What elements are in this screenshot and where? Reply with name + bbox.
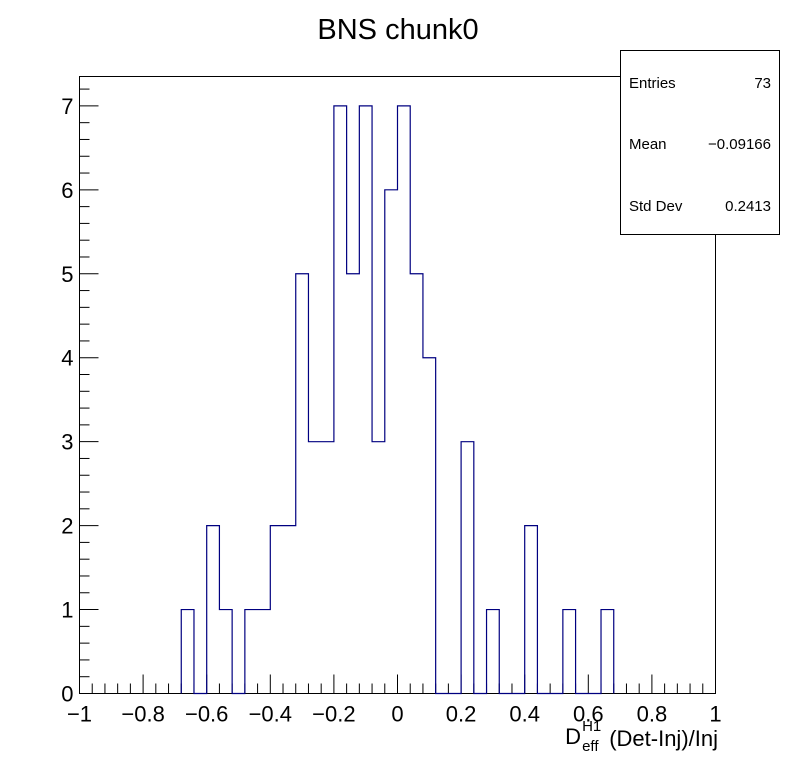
stats-entries-row: Entries 73 <box>629 75 771 95</box>
x-tick-label: 0.4 <box>509 702 540 727</box>
x-axis-label-base: D <box>565 724 581 749</box>
x-tick-label: 0.6 <box>573 702 604 727</box>
x-axis-label-text: (Det-Inj)/Inj <box>603 726 718 751</box>
x-tick-label: −0.8 <box>121 702 164 727</box>
stats-entries-value: 73 <box>754 75 771 92</box>
x-tick-label: −0.2 <box>312 702 355 727</box>
stats-box: Entries 73 Mean −0.09166 Std Dev 0.2413 <box>620 50 780 235</box>
stats-stddev-row: Std Dev 0.2413 <box>629 198 771 218</box>
stats-stddev-value: 0.2413 <box>725 198 771 215</box>
histogram-series <box>180 105 615 695</box>
x-tick-label: 1 <box>709 702 721 727</box>
y-tick-label: 3 <box>61 430 73 455</box>
stats-entries-label: Entries <box>629 75 676 92</box>
stats-mean-row: Mean −0.09166 <box>629 136 771 156</box>
y-tick-label: 4 <box>61 346 73 371</box>
y-tick-label: 7 <box>61 94 73 119</box>
stats-mean-label: Mean <box>629 136 667 153</box>
chart-title: BNS chunk0 <box>317 14 479 46</box>
x-tick-label: 0.8 <box>637 702 668 727</box>
y-tick-label: 0 <box>61 682 73 707</box>
x-tick-label: −0.6 <box>185 702 228 727</box>
stats-stddev-label: Std Dev <box>629 198 683 215</box>
x-tick-label: −0.4 <box>249 702 292 727</box>
x-axis-ticks <box>79 674 716 694</box>
x-axis-label: D H1 eff (Det-Inj)/Inj <box>565 718 718 755</box>
y-axis-ticks <box>79 88 99 694</box>
y-axis-tick-labels: 0 1 2 3 4 5 6 7 <box>61 94 73 707</box>
x-tick-label: −1 <box>67 702 92 727</box>
x-tick-label: 0 <box>391 702 403 727</box>
x-tick-label: 0.2 <box>446 702 477 727</box>
x-axis-tick-labels: −1 −0.8 −0.6 −0.4 −0.2 0 0.2 0.4 0.6 0.8 1 <box>67 702 722 727</box>
y-tick-label: 1 <box>61 598 73 623</box>
y-tick-label: 6 <box>61 178 73 203</box>
stats-mean-value: −0.09166 <box>708 136 771 153</box>
y-tick-label: 2 <box>61 514 73 539</box>
x-axis-label-subscript: eff <box>582 738 599 755</box>
y-tick-label: 5 <box>61 262 73 287</box>
x-axis-label-superscript: H1 <box>582 718 602 735</box>
